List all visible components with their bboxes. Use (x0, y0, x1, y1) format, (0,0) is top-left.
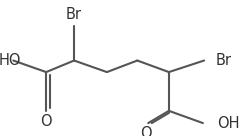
Text: HO: HO (0, 53, 21, 68)
Text: OH: OH (217, 116, 240, 131)
Text: O: O (140, 126, 152, 136)
Text: O: O (40, 114, 52, 129)
Text: Br: Br (216, 53, 232, 68)
Text: Br: Br (66, 7, 82, 22)
